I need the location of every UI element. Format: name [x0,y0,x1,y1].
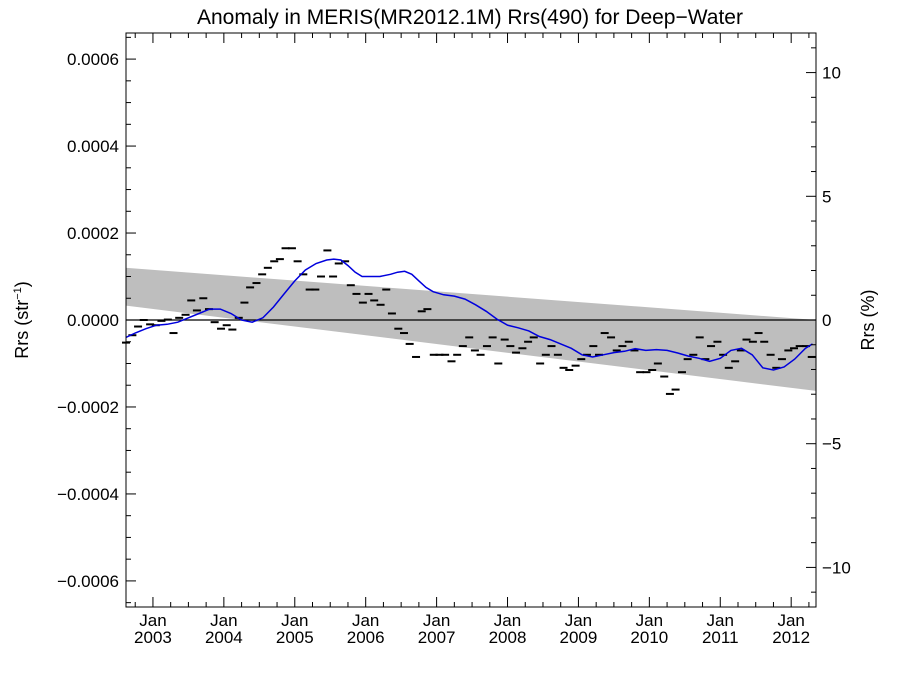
y-left-tick-label: −0.0006 [57,572,119,591]
plot-area: 0.0006 0.0004 0.0002 0.0000 −0.0002 −0.0004 −0… [57,32,851,647]
x-tick-year-label: 2006 [347,628,385,647]
y-left-tick-label: −0.0002 [57,398,119,417]
x-tick-month-label: Jan [139,611,166,630]
smoothed-series-line [125,258,813,371]
x-tick-month-label: Jan [352,611,379,630]
x-tick-year-label: 2008 [489,628,527,647]
y-axis-left-label: Rrs (str−1) [12,281,32,359]
y-axis-right-label: Rrs (%) [858,290,878,351]
x-tick-year-label: 2003 [134,628,172,647]
x-tick-year-label: 2004 [205,628,243,647]
y-right-tick-label: −5 [822,435,841,454]
x-tick-month-label: Jan [777,611,804,630]
x-tick-month-label: Jan [565,611,592,630]
y-left-tick-label: −0.0004 [57,485,119,504]
x-tick-year-label: 2011 [702,628,739,647]
uncertainty-band [126,267,816,391]
y-right-tick-label: 10 [822,64,841,83]
y-left-tick-label: 0.0002 [67,224,119,243]
y-left-tick-label: 0.0006 [67,50,119,69]
x-tick-year-label: 2005 [276,628,314,647]
x-tick-month-label: Jan [707,611,734,630]
y-right-tick-label: 5 [822,187,831,206]
x-tick-year-label: 2009 [560,628,598,647]
x-tick-month-label: Jan [210,611,237,630]
x-tick-month-label: Jan [494,611,521,630]
y-right-tick-label: 0 [822,311,831,330]
x-tick-year-label: 2010 [630,628,668,647]
x-tick-month-label: Jan [423,611,450,630]
y-right-tick-label: −10 [822,558,851,577]
chart-title: Anomaly in MERIS(MR2012.1M) Rrs(490) for… [197,6,743,29]
y-left-tick-label: 0.0000 [67,311,119,330]
x-tick-month-label: Jan [281,611,308,630]
x-tick-month-label: Jan [636,611,663,630]
x-tick-year-label: 2007 [418,628,456,647]
y-left-tick-label: 0.0004 [67,137,119,156]
x-tick-year-label: 2012 [772,628,810,647]
